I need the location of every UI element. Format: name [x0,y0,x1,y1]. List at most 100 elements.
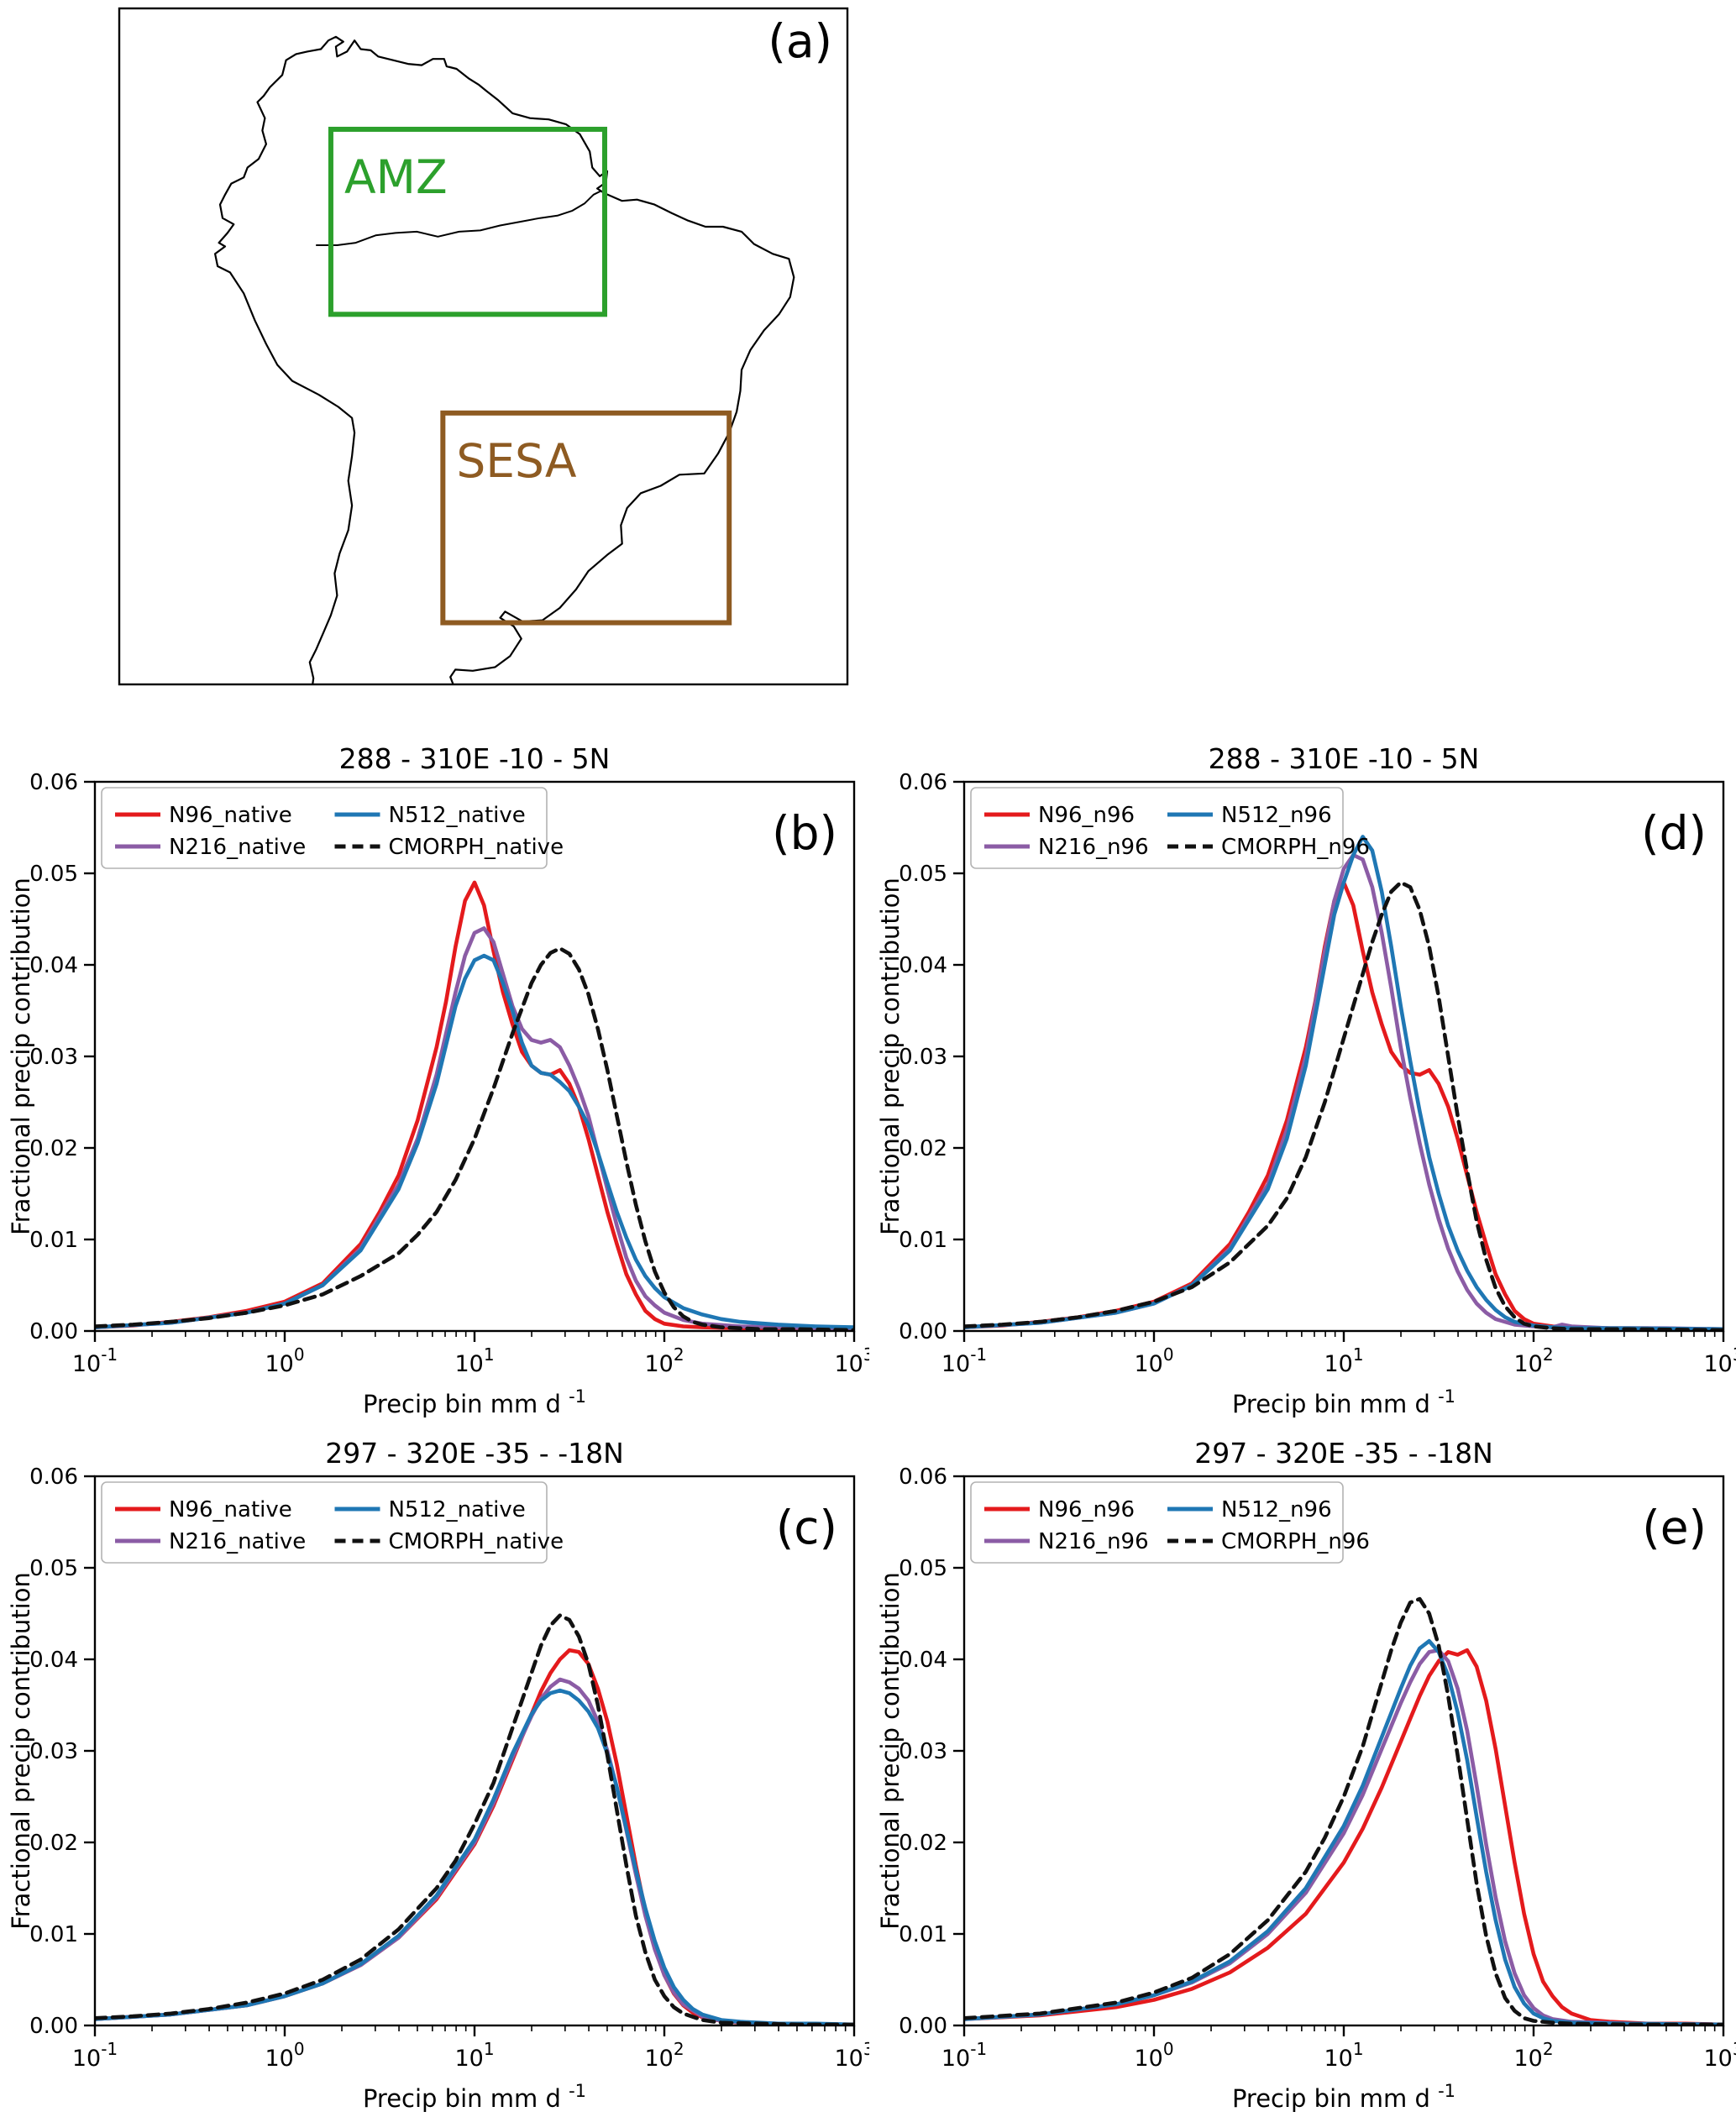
x-tick-label: 101 [1324,2039,1363,2072]
x-axis-label: Precip bin mm d -1 [363,2081,586,2113]
x-tick-label: 103 [834,2039,869,2072]
series-line-N216_native [95,1677,854,2025]
y-axis-label: Fractional precip contribution [876,1572,905,1930]
legend-label-N512_n96: N512_n96 [1221,803,1332,828]
map-panel-a: AMZ SESA (a) [118,7,849,686]
x-tick-label: 101 [454,1344,494,1377]
x-tick-label: 10-1 [941,2039,987,2072]
legend-label-CMORPH_native: CMORPH_native [389,835,564,860]
y-tick-label: 0.02 [899,1136,947,1161]
y-tick-label: 0.04 [29,953,78,978]
y-tick-label: 0.06 [29,1465,78,1490]
x-tick-label: 103 [1703,2039,1736,2072]
y-tick-label: 0.05 [29,1556,78,1581]
legend-box [970,787,1344,869]
y-tick-label: 0.01 [899,1228,947,1253]
y-tick-label: 0.00 [899,2014,947,2039]
y-tick-label: 0.06 [29,770,78,795]
x-tick-label: 100 [265,2039,304,2072]
y-tick-label: 0.02 [29,1136,78,1161]
chart-panel-d: 288 - 310E -10 - 5N 10-1 100 101 102 103 0.00 0… [876,743,1736,1418]
y-tick-label: 0.05 [29,862,78,887]
x-tick-label: 10-1 [72,2039,118,2072]
panel-letter: (e) [1642,1501,1707,1554]
y-axis-label: Fractional precip contribution [7,878,35,1235]
legend-label-N96_native: N96_native [169,1497,292,1522]
y-tick-label: 0.01 [899,1922,947,1947]
x-tick-label: 101 [1324,1344,1363,1377]
y-axis-label: Fractional precip contribution [876,878,905,1235]
region-box-amz [328,126,607,317]
y-tick-label: 0.01 [29,1922,78,1947]
chart-panel-c: 297 - 320E -35 - -18N 10-1 100 101 102 103 0.0… [7,1438,869,2113]
series-line-CMORPH_n96 [964,880,1723,1331]
legend-label-N96_native: N96_native [169,803,292,828]
y-tick-label: 0.03 [899,1739,947,1764]
legend-label-CMORPH_n96: CMORPH_n96 [1221,1529,1370,1554]
legend-label-N216_n96: N216_n96 [1038,1529,1149,1554]
y-tick-label: 0.00 [29,1319,78,1344]
chart-title: 288 - 310E -10 - 5N [339,743,611,775]
y-tick-label: 0.00 [899,1319,947,1344]
y-axis-label: Fractional precip contribution [7,1572,35,1930]
series-line-CMORPH_native [95,946,854,1331]
legend-box [970,1481,1344,1564]
panel-letter: (a) [768,14,832,68]
series-line-CMORPH_native [95,1613,854,2025]
legend-label-N96_n96: N96_n96 [1038,803,1135,828]
series-line-CMORPH_n96 [964,1596,1723,2025]
coastline [214,35,795,684]
legend-label-N512_native: N512_native [389,803,526,828]
legend-label-CMORPH_native: CMORPH_native [389,1529,564,1554]
series-line-N96_n96 [964,1648,1723,2025]
region-box-sesa [440,410,732,626]
x-tick-label: 101 [454,2039,494,2072]
y-tick-label: 0.03 [899,1045,947,1070]
panel-letter: (d) [1641,806,1707,860]
legend-label-N216_n96: N216_n96 [1038,835,1149,860]
x-tick-label: 103 [834,1344,869,1377]
map-frame [118,7,849,686]
legend-label-N216_native: N216_native [169,1529,306,1554]
chart-title: 288 - 310E -10 - 5N [1209,743,1480,775]
x-tick-label: 10-1 [941,1344,987,1377]
legend-box [101,787,548,869]
region-label-sesa: SESA [456,434,577,488]
series-line-N216_native [95,926,854,1330]
legend-label-N512_n96: N512_n96 [1221,1497,1332,1522]
x-tick-label: 102 [1513,1344,1553,1377]
series-line-N512_native [95,953,854,1329]
y-tick-label: 0.03 [29,1739,78,1764]
y-tick-label: 0.02 [29,1831,78,1856]
amazon-river [316,190,602,246]
legend-label-CMORPH_n96: CMORPH_n96 [1221,835,1370,860]
series-line-N512_n96 [964,835,1723,1331]
x-axis-label: Precip bin mm d -1 [363,1386,586,1418]
x-tick-label: 10-1 [72,1344,118,1377]
panel-letter: (c) [776,1501,837,1554]
region-label-amz: AMZ [344,150,448,204]
x-axis-label: Precip bin mm d -1 [1232,2081,1455,2113]
series-line-N216_n96 [964,852,1723,1331]
x-tick-label: 100 [1134,1344,1173,1377]
legend-label-N216_native: N216_native [169,835,306,860]
y-tick-label: 0.05 [899,1556,947,1581]
panel-letter: (b) [772,806,837,860]
y-tick-label: 0.00 [29,2014,78,2039]
series-line-N96_native [95,880,854,1331]
y-tick-label: 0.04 [899,1648,947,1673]
y-tick-label: 0.06 [899,770,947,795]
y-tick-label: 0.02 [899,1831,947,1856]
x-tick-label: 100 [1134,2039,1173,2072]
y-tick-label: 0.04 [899,953,947,978]
x-axis-label: Precip bin mm d -1 [1232,1386,1455,1418]
x-tick-label: 102 [1513,2039,1553,2072]
x-tick-label: 102 [644,1344,684,1377]
chart-panel-b: 288 - 310E -10 - 5N 10-1 100 101 102 103 0.00 0… [7,743,869,1418]
legend-box [101,1481,548,1564]
y-tick-label: 0.06 [899,1465,947,1490]
y-tick-label: 0.04 [29,1648,78,1673]
x-tick-label: 103 [1703,1344,1736,1377]
legend-label-N96_n96: N96_n96 [1038,1497,1135,1522]
